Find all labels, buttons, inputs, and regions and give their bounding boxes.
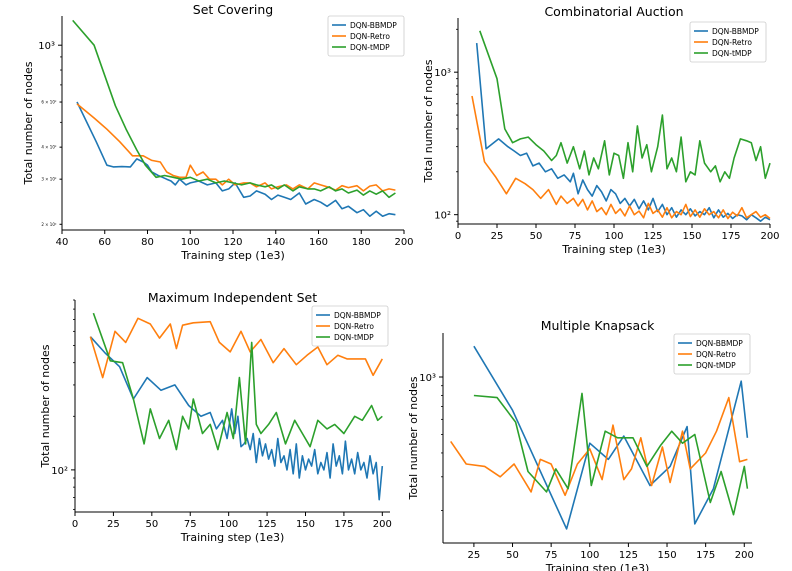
x-tick-label: 100 [580,550,599,561]
legend-label: DQN-tMDP [696,361,736,370]
x-axis-label: Training step (1e3) [180,249,285,262]
x-tick-label: 125 [619,550,638,561]
series-line-dqn-tmdp [72,19,396,199]
x-tick-label: 25 [468,550,481,561]
legend-label: DQN-tMDP [334,333,374,342]
x-tick-label: 25 [107,519,120,530]
x-tick-label: 125 [643,231,662,242]
series-line-dqn-tmdp [479,30,771,183]
legend-label: DQN-Retro [696,350,736,359]
x-tick-label: 50 [145,519,158,530]
legend-box [689,21,767,63]
y-tick-label: 3 × 10² [41,177,57,182]
x-tick-label: 100 [219,519,238,530]
chart-title: Combinatorial Auction [544,4,683,19]
y-tick-label: 6 × 10² [41,100,57,105]
series-line-dqn-retro [76,103,396,192]
series-line-dqn-bbmdp [473,345,749,530]
legend-box [311,305,389,347]
y-axis-label: Total number of nodes [422,59,435,183]
chart-panel-2: 0 25 50 75 100 125 150 175 200 10³ 10² Combinatoria… [422,4,780,256]
legend-label: DQN-Retro [350,32,390,41]
legend: DQN-BBMDP DQN-Retro DQN-tMDP [689,21,767,63]
x-tick-label: 125 [258,519,277,530]
legend-label: DQN-tMDP [712,49,752,58]
series-line-dqn-retro [450,396,748,497]
x-tick-label: 50 [530,231,543,242]
x-axis-label: Training step (1e3) [180,531,285,544]
x-tick-label: 75 [569,231,582,242]
legend-label: DQN-Retro [712,38,752,47]
legend-label: DQN-Retro [334,322,374,331]
x-tick-label: 100 [604,231,623,242]
x-tick-label: 150 [296,519,315,530]
x-tick-label: 100 [181,237,200,248]
series-line-dqn-tmdp [92,312,383,451]
legend-box [327,15,405,57]
x-tick-label: 80 [141,237,154,248]
x-tick-label: 40 [56,237,69,248]
x-tick-label: 50 [506,550,519,561]
series-line-dqn-bbmdp [89,336,384,501]
series-line-dqn-retro [471,95,771,220]
x-tick-label: 200 [735,550,754,561]
x-tick-label: 120 [223,237,242,248]
x-tick-label: 0 [455,231,461,242]
y-tick-label: 10² [51,466,68,477]
series-line-dqn-bbmdp [475,43,771,222]
x-tick-label: 200 [373,519,392,530]
chart-title: Set Covering [193,2,273,17]
x-tick-label: 200 [394,237,413,248]
legend-label: DQN-BBMDP [350,21,397,30]
series-line-dqn-bbmdp [76,101,396,217]
x-axis-label: Training step (1e3) [545,562,650,571]
x-tick-label: 60 [98,237,111,248]
x-tick-label: 150 [682,231,701,242]
chart-panel-1: 40 60 80 100 120 140 160 180 200 10³ 6 × 10² 4 × 10… [22,2,414,262]
y-axis-label: Total number of nodes [407,376,420,500]
y-tick-label: 10² [434,211,451,222]
y-tick-label: 2 × 10² [41,222,57,227]
y-tick-label: 10³ [38,41,55,52]
x-tick-label: 140 [266,237,285,248]
x-tick-label: 25 [491,231,504,242]
y-axis-label: Total number of nodes [22,61,35,185]
series-line-dqn-tmdp [473,392,749,516]
legend-label: DQN-tMDP [350,43,390,52]
legend-label: DQN-BBMDP [712,27,759,36]
legend-label: DQN-BBMDP [696,339,743,348]
x-tick-label: 175 [721,231,740,242]
x-tick-label: 160 [309,237,328,248]
x-tick-label: 0 [72,519,78,530]
y-axis-label: Total number of nodes [39,344,52,468]
chart-title: Multiple Knapsack [541,318,655,333]
legend-label: DQN-BBMDP [334,311,381,320]
x-axis-label: Training step (1e3) [561,243,666,256]
x-tick-label: 75 [184,519,197,530]
legend: DQN-BBMDP DQN-Retro DQN-tMDP [673,333,751,375]
legend: DQN-BBMDP DQN-Retro DQN-tMDP [327,15,405,57]
chart-panel-3: 0 25 50 75 100 125 150 175 200 10² Maximum Indepen… [39,290,392,544]
series-line-dqn-retro [89,317,383,379]
x-tick-label: 175 [696,550,715,561]
x-tick-label: 75 [545,550,558,561]
x-tick-label: 175 [334,519,353,530]
legend-box [673,333,751,375]
x-tick-label: 200 [760,231,779,242]
x-tick-label: 150 [657,550,676,561]
legend: DQN-BBMDP DQN-Retro DQN-tMDP [311,305,389,347]
y-tick-label: 10³ [434,68,451,79]
x-tick-label: 180 [352,237,371,248]
chart-panel-4: 25 50 75 100 125 150 175 200 10³ Multiple Knapsac… [407,318,754,571]
y-tick-label: 10³ [419,373,436,384]
chart-title: Maximum Independent Set [148,290,317,305]
y-tick-label: 4 × 10² [41,145,57,150]
